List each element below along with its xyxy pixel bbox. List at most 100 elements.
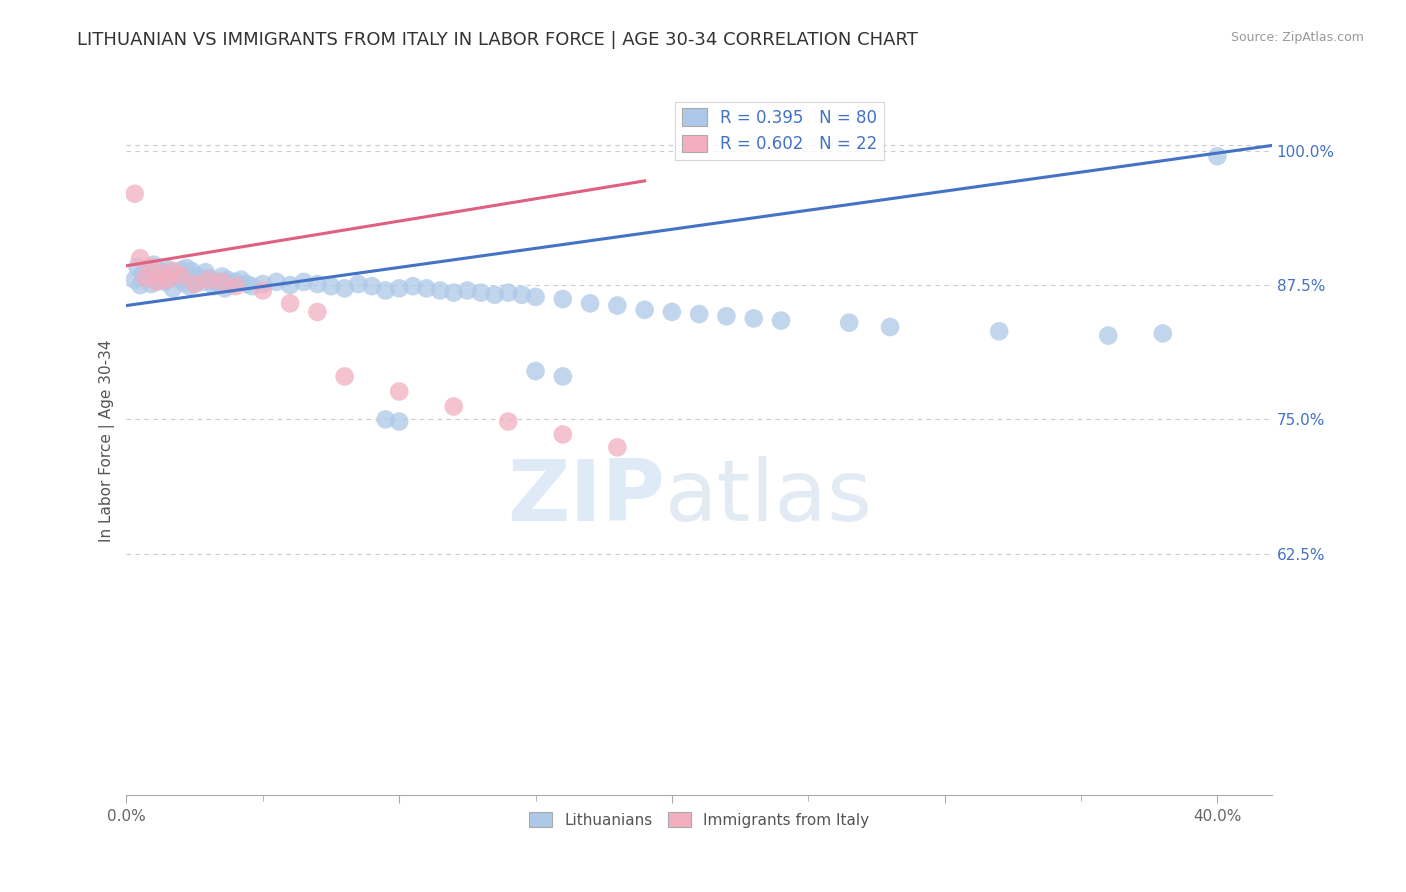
Point — [374, 284, 396, 298]
Point — [124, 273, 146, 287]
Point — [219, 278, 242, 293]
Point — [135, 270, 157, 285]
Point — [579, 296, 602, 310]
Point — [240, 279, 263, 293]
Point — [183, 277, 205, 291]
Point — [988, 324, 1011, 338]
Point — [429, 284, 451, 298]
Point — [124, 186, 146, 201]
Point — [181, 264, 204, 278]
Point — [742, 311, 765, 326]
Point — [1152, 326, 1174, 341]
Point — [150, 265, 173, 279]
Point — [319, 279, 342, 293]
Point — [197, 270, 219, 285]
Point — [139, 260, 162, 274]
Point — [225, 279, 247, 293]
Point — [402, 279, 425, 293]
Point — [307, 305, 329, 319]
Point — [470, 285, 492, 300]
Point — [205, 275, 228, 289]
Point — [388, 384, 411, 399]
Point — [156, 273, 179, 287]
Point — [633, 302, 655, 317]
Point — [159, 268, 181, 283]
Point — [456, 284, 478, 298]
Point — [156, 262, 179, 277]
Point — [606, 299, 628, 313]
Point — [173, 276, 195, 290]
Text: LITHUANIAN VS IMMIGRANTS FROM ITALY IN LABOR FORCE | AGE 30-34 CORRELATION CHART: LITHUANIAN VS IMMIGRANTS FROM ITALY IN L… — [77, 31, 918, 49]
Point — [510, 287, 533, 301]
Point — [498, 415, 520, 429]
Point — [145, 275, 167, 289]
Point — [129, 278, 152, 293]
Point — [484, 287, 506, 301]
Point — [443, 285, 465, 300]
Text: atlas: atlas — [665, 456, 873, 539]
Text: ZIP: ZIP — [508, 456, 665, 539]
Point — [769, 313, 792, 327]
Point — [1097, 328, 1119, 343]
Point — [186, 269, 208, 284]
Point — [235, 277, 257, 291]
Point — [498, 285, 520, 300]
Point — [211, 275, 233, 289]
Point — [1206, 149, 1229, 163]
Point — [127, 260, 149, 274]
Point — [266, 275, 288, 289]
Point — [191, 275, 214, 289]
Point — [716, 310, 738, 324]
Point — [132, 268, 155, 282]
Point — [606, 440, 628, 454]
Point — [129, 252, 152, 266]
Point — [879, 320, 901, 334]
Point — [148, 269, 170, 284]
Point — [838, 316, 860, 330]
Point — [443, 400, 465, 414]
Point — [162, 281, 184, 295]
Point — [278, 278, 301, 293]
Point — [374, 412, 396, 426]
Point — [139, 277, 162, 291]
Point — [229, 273, 252, 287]
Point — [388, 415, 411, 429]
Point — [252, 277, 274, 291]
Point — [179, 279, 201, 293]
Point — [333, 369, 356, 384]
Point — [165, 266, 187, 280]
Point — [211, 269, 233, 284]
Point — [145, 274, 167, 288]
Point — [292, 275, 315, 289]
Point — [142, 258, 165, 272]
Point — [150, 266, 173, 280]
Point — [170, 268, 193, 283]
Point — [200, 274, 222, 288]
Legend: Lithuanians, Immigrants from Italy: Lithuanians, Immigrants from Italy — [523, 805, 876, 834]
Point — [551, 427, 574, 442]
Point — [217, 273, 239, 287]
Point — [252, 284, 274, 298]
Point — [214, 281, 236, 295]
Point — [333, 281, 356, 295]
Point — [170, 263, 193, 277]
Point — [167, 271, 190, 285]
Point — [347, 277, 370, 291]
Point — [153, 275, 176, 289]
Point — [661, 305, 683, 319]
Point — [361, 279, 384, 293]
Point — [136, 264, 159, 278]
Y-axis label: In Labor Force | Age 30-34: In Labor Force | Age 30-34 — [100, 340, 115, 542]
Point — [197, 273, 219, 287]
Point — [208, 277, 231, 291]
Point — [524, 364, 547, 378]
Point — [202, 279, 225, 293]
Point — [278, 296, 301, 310]
Point — [415, 281, 437, 295]
Point — [388, 281, 411, 295]
Point — [188, 273, 211, 287]
Point — [307, 277, 329, 291]
Point — [688, 307, 710, 321]
Point — [176, 260, 198, 275]
Point — [524, 290, 547, 304]
